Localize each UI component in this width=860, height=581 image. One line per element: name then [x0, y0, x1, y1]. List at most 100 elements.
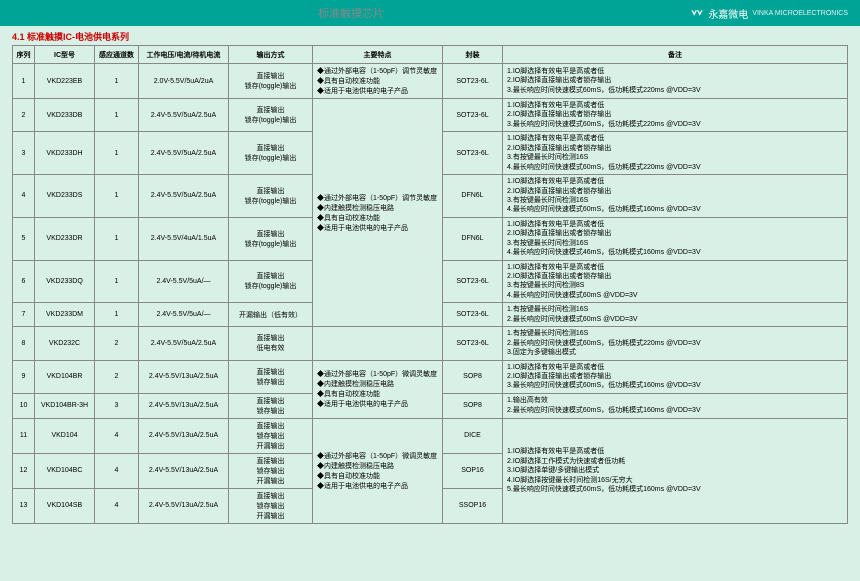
cell-pkg: DICE: [443, 418, 503, 453]
table-row: 8VKD232C22.4V-5.5V/5uA/2.5uA直接输出低电有效SOT2…: [13, 327, 848, 360]
cell-pkg: SOT23-6L: [443, 64, 503, 99]
cell-seq: 1: [13, 64, 35, 99]
cell-feat: [313, 327, 443, 360]
table-row: 11VKD10442.4V-5.5V/13uA/2.5uA直接输出锁存输出开漏输…: [13, 418, 848, 453]
section-title: 4.1 标准触摸IC-电池供电系列: [0, 26, 860, 45]
cell-out: 直接输出锁存(toggle)输出: [229, 132, 313, 175]
col-pkg: 封装: [443, 46, 503, 64]
cell-notes: 1.有按键最长时间检测16S2.最长响应时间快速模式60mS，低功耗模式220m…: [503, 327, 848, 360]
cell-pkg: SOT23-6L: [443, 327, 503, 360]
table-header-row: 序列 IC型号 感应通道数 工作电压/电流/待机电流 输出方式 主要特点 封装 …: [13, 46, 848, 64]
cell-ch: 3: [95, 393, 139, 418]
page-title: 标准触摸芯片: [12, 5, 690, 21]
cell-out: 直接输出锁存输出开漏输出: [229, 453, 313, 488]
cell-spec: 2.4V-5.5V/13uA/2.5uA: [139, 488, 229, 523]
col-notes: 备注: [503, 46, 848, 64]
cell-out: 直接输出锁存(toggle)输出: [229, 217, 313, 260]
cell-pkg: SOP16: [443, 453, 503, 488]
cell-pkg: SOT23-6L: [443, 260, 503, 303]
cell-model: VKD233DB: [35, 99, 95, 132]
cell-out: 直接输出锁存输出: [229, 393, 313, 418]
cell-model: VKD233DM: [35, 303, 95, 327]
cell-model: VKD104BR: [35, 360, 95, 393]
cell-model: VKD232C: [35, 327, 95, 360]
col-out: 输出方式: [229, 46, 313, 64]
cell-feat: ◆通过外部电容（1-50pF）调节灵敏度◆内建触摸检测稳压电路◆具有自动校准功能…: [313, 99, 443, 327]
cell-ch: 4: [95, 418, 139, 453]
cell-seq: 10: [13, 393, 35, 418]
cell-pkg: SOT23-6L: [443, 132, 503, 175]
cell-model: VKD233DQ: [35, 260, 95, 303]
cell-notes: 1.IO脚选择有效电平是高或者低2.IO脚选择直接输出或者锁存输出3.有按键最长…: [503, 175, 848, 218]
page-header: 标准触摸芯片 永嘉微电 VINKA MICROELECTRONICS: [0, 0, 860, 26]
cell-ch: 1: [95, 99, 139, 132]
cell-ch: 1: [95, 132, 139, 175]
cell-seq: 13: [13, 488, 35, 523]
cell-pkg: SOT23-6L: [443, 303, 503, 327]
cell-pkg: SOP8: [443, 360, 503, 393]
cell-out: 直接输出锁存输出开漏输出: [229, 488, 313, 523]
cell-seq: 4: [13, 175, 35, 218]
brand-name: 永嘉微电: [708, 6, 748, 21]
cell-ch: 4: [95, 488, 139, 523]
cell-spec: 2.4V-5.5V/13uA/2.5uA: [139, 453, 229, 488]
cell-model: VKD233DH: [35, 132, 95, 175]
cell-spec: 2.4V-5.5V/5uA/2.5uA: [139, 175, 229, 218]
cell-out: 直接输出锁存(toggle)输出: [229, 260, 313, 303]
cell-notes: 1.输出高有效2.最长响应时间快速模式60mS，低功耗模式160ms @VDD=…: [503, 393, 848, 418]
cell-spec: 2.4V-5.5V/5uA/—: [139, 260, 229, 303]
cell-notes: 1.IO脚选择有效电平是高或者低2.IO脚选择直接输出或者锁存输出3.有按键最长…: [503, 217, 848, 260]
cell-ch: 4: [95, 453, 139, 488]
cell-seq: 9: [13, 360, 35, 393]
cell-pkg: SOP8: [443, 393, 503, 418]
logo-icon: [690, 6, 704, 20]
cell-seq: 12: [13, 453, 35, 488]
cell-seq: 6: [13, 260, 35, 303]
cell-spec: 2.4V-5.5V/5uA/—: [139, 303, 229, 327]
brand-name-en: VINKA MICROELECTRONICS: [752, 10, 848, 17]
cell-model: VKD104BR-3H: [35, 393, 95, 418]
cell-out: 直接输出锁存输出开漏输出: [229, 418, 313, 453]
cell-out: 直接输出低电有效: [229, 327, 313, 360]
cell-spec: 2.4V-5.5V/13uA/2.5uA: [139, 360, 229, 393]
cell-out: 直接输出锁存(toggle)输出: [229, 64, 313, 99]
cell-notes: 1.IO脚选择有效电平是高或者低2.IO脚选择直接输出或者锁存输出3.有按键最长…: [503, 260, 848, 303]
brand-logo: 永嘉微电 VINKA MICROELECTRONICS: [690, 6, 848, 21]
col-ch: 感应通道数: [95, 46, 139, 64]
cell-feat: ◆通过外部电容（1-50pF）调节灵敏度◆具有自动校准功能◆适用于电池供电的电子…: [313, 64, 443, 99]
cell-pkg: DFN6L: [443, 175, 503, 218]
cell-ch: 2: [95, 360, 139, 393]
cell-pkg: SOT23-6L: [443, 99, 503, 132]
cell-ch: 1: [95, 217, 139, 260]
cell-spec: 2.4V-5.5V/13uA/2.5uA: [139, 418, 229, 453]
cell-spec: 2.4V-5.5V/4uA/1.5uA: [139, 217, 229, 260]
cell-model: VKD233DR: [35, 217, 95, 260]
cell-notes: 1.IO脚选择有效电平是高或者低2.IO脚选择直接输出或者锁存输出3.最长响应时…: [503, 360, 848, 393]
cell-ch: 2: [95, 327, 139, 360]
cell-spec: 2.4V-5.5V/5uA/2.5uA: [139, 99, 229, 132]
cell-model: VKD233DS: [35, 175, 95, 218]
cell-seq: 3: [13, 132, 35, 175]
cell-spec: 2.0V-5.5V/5uA/2uA: [139, 64, 229, 99]
cell-out: 直接输出锁存输出: [229, 360, 313, 393]
cell-model: VKD223EB: [35, 64, 95, 99]
col-seq: 序列: [13, 46, 35, 64]
cell-seq: 8: [13, 327, 35, 360]
col-feat: 主要特点: [313, 46, 443, 64]
cell-notes: 1.IO脚选择有效电平是高或者低2.IO脚选择工作模式为快速或者低功耗3.IO脚…: [503, 418, 848, 523]
cell-seq: 11: [13, 418, 35, 453]
cell-feat: ◆通过外部电容（1-50pF）微调灵敏度◆内建触摸检测稳压电路◆具有自动校准功能…: [313, 360, 443, 418]
cell-spec: 2.4V-5.5V/5uA/2.5uA: [139, 132, 229, 175]
cell-out: 开漏输出（低有效）: [229, 303, 313, 327]
cell-out: 直接输出锁存(toggle)输出: [229, 175, 313, 218]
cell-ch: 1: [95, 175, 139, 218]
cell-notes: 1.IO脚选择有效电平是高或者低2.IO脚选择直接输出或者锁存输出3.有按键最长…: [503, 132, 848, 175]
table-row: 1VKD223EB12.0V-5.5V/5uA/2uA直接输出锁存(toggle…: [13, 64, 848, 99]
cell-ch: 1: [95, 303, 139, 327]
cell-ch: 1: [95, 260, 139, 303]
cell-seq: 2: [13, 99, 35, 132]
ic-table: 序列 IC型号 感应通道数 工作电压/电流/待机电流 输出方式 主要特点 封装 …: [12, 45, 848, 524]
cell-notes: 1.有按键最长时间检测16S2.最长响应时间快速模式60mS @VDD=3V: [503, 303, 848, 327]
table-row: 9VKD104BR22.4V-5.5V/13uA/2.5uA直接输出锁存输出◆通…: [13, 360, 848, 393]
col-spec: 工作电压/电流/待机电流: [139, 46, 229, 64]
